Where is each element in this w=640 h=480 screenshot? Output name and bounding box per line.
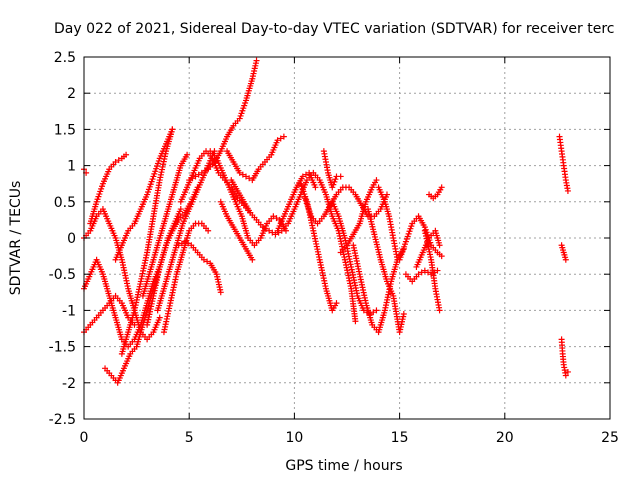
data-point-marker [239, 171, 246, 178]
data-point-marker [436, 242, 443, 249]
data-point-marker [562, 256, 569, 263]
data-point-marker [253, 57, 260, 64]
data-point-marker [115, 157, 122, 164]
data-point-marker [373, 307, 380, 314]
data-point-marker [425, 269, 432, 276]
data-point-marker [333, 300, 340, 307]
data-point-marker [564, 368, 571, 375]
data-point-marker [421, 267, 428, 274]
data-point-marker [277, 135, 284, 142]
x-tick-label: 20 [496, 430, 514, 446]
chart-title: Day 022 of 2021, Sidereal Day-to-day VTE… [54, 21, 614, 37]
data-point-marker [177, 206, 184, 213]
y-tick-label: -1 [62, 303, 76, 319]
data-point-marker [266, 227, 273, 234]
data-point-marker [112, 158, 119, 165]
data-point-marker [269, 229, 276, 236]
data-point-marker [562, 372, 569, 379]
y-tick-label: -2.5 [49, 412, 76, 428]
y-tick-label: 2 [67, 86, 76, 102]
data-point-marker [123, 151, 130, 158]
data-point-marker [195, 171, 202, 178]
data-point-marker [204, 258, 211, 265]
data-point-marker [169, 126, 176, 133]
y-axis-label: SDTVAR / TECUs [8, 181, 24, 296]
data-point-marker [198, 169, 205, 176]
x-axis-label: GPS time / hours [285, 458, 402, 474]
data-point-marker [205, 227, 212, 234]
data-points [81, 57, 571, 386]
data-point-marker [299, 173, 306, 180]
data-point-marker [373, 177, 380, 184]
data-point-marker [272, 231, 279, 238]
data-point-marker [370, 309, 377, 316]
data-point-marker [270, 213, 277, 220]
data-point-marker [337, 173, 344, 180]
data-point-marker [273, 215, 280, 222]
data-point-marker [249, 256, 256, 263]
y-tick-label: 1.5 [54, 122, 76, 138]
data-point-marker [185, 240, 192, 247]
data-point-marker [329, 184, 336, 191]
data-point-marker [262, 225, 269, 232]
data-point-marker [312, 184, 319, 191]
data-point-marker [156, 314, 163, 321]
data-point-marker [201, 168, 208, 175]
data-point-marker [259, 224, 266, 231]
data-point-marker [332, 176, 339, 183]
x-tick-label: 15 [391, 430, 409, 446]
axis-ticks: 2.521.510.50-0.5-1-1.5-2-2.50 5 10 15 20 25 [49, 50, 619, 446]
data-point-marker [436, 307, 443, 314]
x-tick-label: 10 [285, 430, 303, 446]
x-tick-label: 25 [601, 430, 619, 446]
data-point-marker [438, 253, 445, 260]
data-point-marker [331, 178, 338, 185]
data-point-marker [189, 175, 196, 182]
y-tick-label: 0.5 [54, 195, 76, 211]
data-point-marker [302, 171, 309, 178]
data-point-marker [175, 242, 182, 249]
data-point-marker [192, 173, 199, 180]
data-point-marker [184, 151, 191, 158]
data-point-marker [400, 311, 407, 318]
data-point-marker [181, 238, 188, 245]
x-tick-label: 0 [80, 430, 89, 446]
data-point-marker [178, 240, 185, 247]
data-point-marker [280, 133, 287, 140]
y-tick-label: 2.5 [54, 50, 76, 66]
data-point-marker [564, 187, 571, 194]
y-tick-label: -0.5 [49, 267, 76, 283]
data-point-marker [243, 173, 250, 180]
data-point-marker [383, 191, 390, 198]
y-tick-label: 1 [67, 159, 76, 175]
data-point-marker [418, 269, 425, 276]
data-point-marker [274, 137, 281, 144]
data-point-marker [236, 169, 243, 176]
data-point-marker [186, 177, 193, 184]
data-point-marker [352, 318, 359, 325]
y-tick-label: -2 [62, 376, 76, 392]
data-point-marker [200, 256, 207, 263]
data-point-marker [330, 181, 337, 188]
data-point-marker [217, 289, 224, 296]
y-tick-label: -1.5 [49, 340, 76, 356]
x-tick-label: 5 [185, 430, 194, 446]
data-point-marker [438, 184, 445, 191]
y-tick-label: 0 [67, 231, 76, 247]
data-point-marker [415, 271, 422, 278]
